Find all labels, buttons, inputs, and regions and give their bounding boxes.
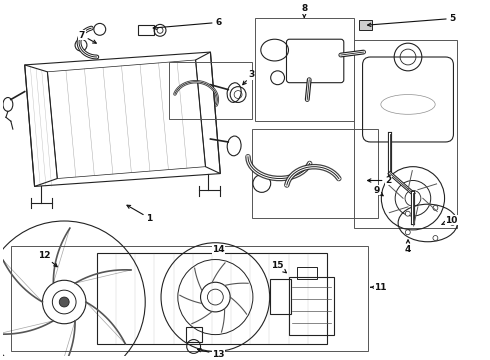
Bar [186, 327, 201, 342]
Text: 12: 12 [38, 251, 57, 267]
Circle shape [450, 221, 455, 225]
Text: 2: 2 [368, 176, 392, 185]
Text: 1: 1 [127, 205, 152, 222]
Bar [297, 267, 317, 279]
Text: 3: 3 [243, 70, 255, 85]
Text: 10: 10 [442, 216, 458, 225]
Text: 5: 5 [368, 14, 456, 27]
Text: 4: 4 [405, 240, 411, 254]
Text: 15: 15 [271, 261, 286, 273]
Text: 6: 6 [153, 18, 221, 30]
Text: 8: 8 [301, 4, 307, 17]
Text: 11: 11 [371, 283, 387, 292]
Circle shape [433, 206, 438, 210]
Text: 14: 14 [212, 245, 224, 254]
Circle shape [405, 230, 410, 235]
Circle shape [433, 235, 438, 240]
Bar [270, 279, 292, 314]
Bar [290, 277, 334, 334]
Text: 9: 9 [373, 186, 383, 196]
Circle shape [59, 297, 69, 307]
Text: 7: 7 [79, 31, 96, 43]
Bar [359, 21, 372, 30]
Circle shape [405, 211, 410, 216]
Text: 13: 13 [197, 348, 224, 359]
